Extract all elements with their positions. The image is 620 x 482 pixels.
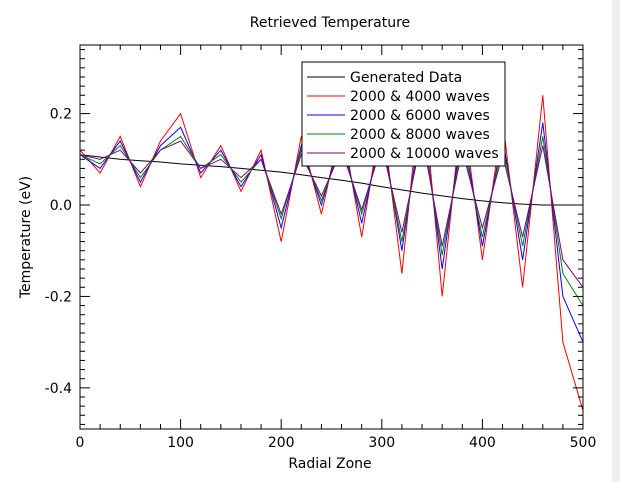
x-tick-label: 200: [268, 435, 295, 451]
legend-label: Generated Data: [350, 70, 462, 86]
y-tick-label: -0.4: [45, 381, 72, 397]
legend-label: 2000 & 10000 waves: [350, 146, 499, 162]
series-line-5: [79, 136, 584, 288]
x-tick-label: 300: [368, 435, 395, 451]
chart-title: Retrieved Temperature: [250, 15, 410, 31]
x-tick-label: 400: [469, 435, 496, 451]
y-axis-label: Temperature (eV): [18, 176, 34, 299]
legend-label: 2000 & 4000 waves: [350, 89, 490, 105]
legend-label: 2000 & 6000 waves: [350, 108, 490, 124]
x-tick-label: 0: [76, 435, 85, 451]
x-tick-label: 100: [167, 435, 194, 451]
legend-box: [301, 61, 506, 167]
series-line-1: [79, 154, 583, 206]
tick-layer: 0 100 200 300 400 500 0.2 0.0 -0.2 -0.4: [45, 45, 597, 451]
legend-label: 2000 & 8000 waves: [350, 127, 490, 143]
y-tick-label: -0.2: [45, 289, 72, 305]
legend: Generated Data 2000 & 4000 waves 2000 & 60…: [301, 61, 506, 167]
y-tick-label: 0.2: [50, 107, 72, 123]
window-edge-strip: [612, 0, 620, 482]
plot-frame: [79, 44, 584, 430]
y-tick-label: 0.0: [50, 198, 72, 214]
x-tick-label: 500: [570, 435, 597, 451]
x-axis-label: Radial Zone: [288, 456, 371, 472]
